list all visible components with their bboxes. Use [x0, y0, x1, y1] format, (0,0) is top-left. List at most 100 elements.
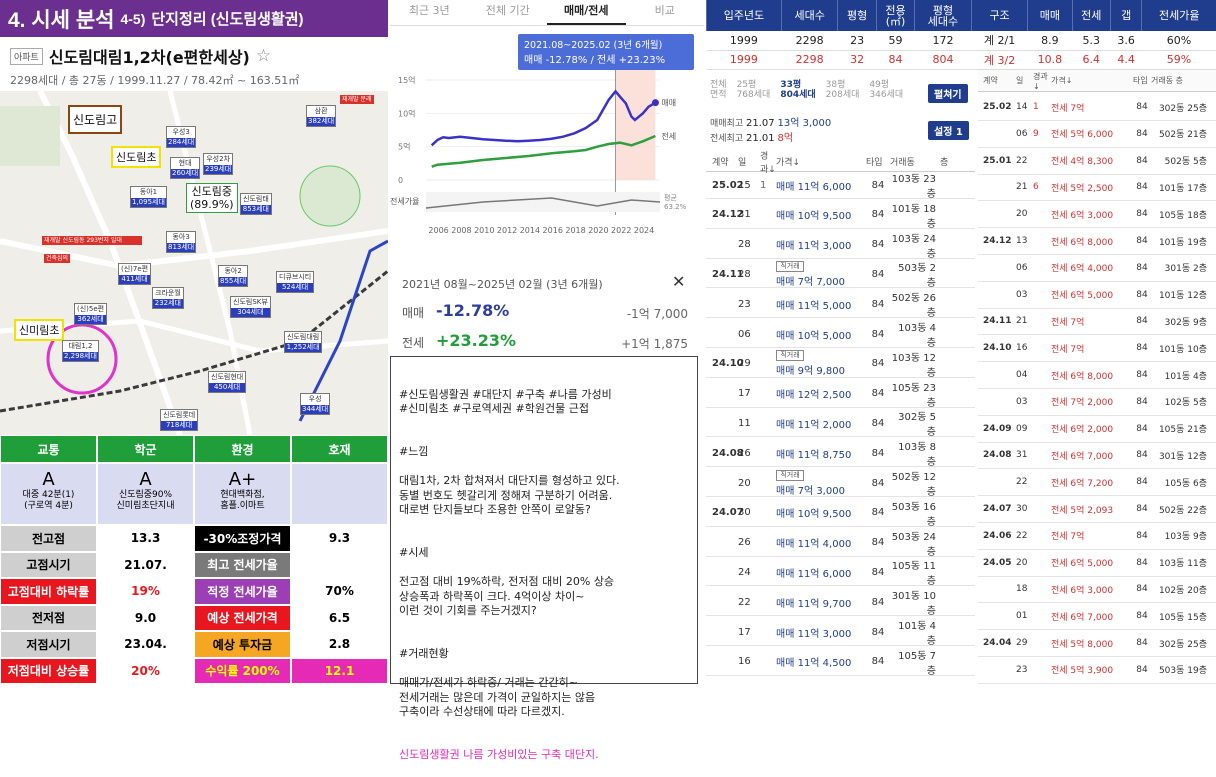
price-value: 전세 6억 3,000	[1051, 583, 1133, 596]
complex-name: 현대	[179, 159, 192, 167]
column-header[interactable]: 계약	[978, 75, 1016, 86]
column-header[interactable]: 가격↓	[1051, 75, 1133, 86]
column-header[interactable]: 계약	[706, 155, 738, 168]
settings-button[interactable]: 설정 1	[928, 121, 969, 140]
unit-type: 84	[1133, 397, 1151, 407]
column-header[interactable]: 가격↓	[776, 155, 866, 168]
column-header[interactable]: 경과↓	[1033, 71, 1051, 91]
sale-high-value: 13억 3,000	[778, 118, 832, 129]
price-value: 매매 11억 6,000	[776, 569, 851, 580]
expand-button[interactable]: 펼쳐기	[928, 84, 968, 103]
complex-units: 853세대	[241, 205, 271, 214]
tab-all-period[interactable]: 전체 기간	[469, 0, 548, 25]
column-header[interactable]: 층	[940, 155, 975, 168]
column-header[interactable]: 타입	[866, 155, 890, 168]
column-header[interactable]: 거래동 층	[1151, 75, 1216, 86]
price-value: 전세 6억 5,000	[1051, 556, 1133, 569]
tab-compare[interactable]: 비교	[626, 0, 705, 25]
building-floor: 502동 22층	[1151, 503, 1211, 516]
favorite-star-icon[interactable]: ☆	[256, 46, 271, 66]
price-cell: 매매 11억 3,000	[776, 237, 866, 252]
column-header[interactable]: 타입	[1133, 75, 1151, 86]
complex-name: 신도림롯데	[163, 411, 195, 419]
table-cell: 2298	[781, 31, 838, 50]
column-header[interactable]: 일	[738, 155, 760, 168]
close-icon[interactable]: ✕	[672, 272, 685, 291]
unit-type: 84	[866, 299, 890, 310]
tab-sale-jeonse[interactable]: 매매/전세	[547, 0, 626, 25]
column-header[interactable]: 경과↓	[760, 149, 776, 175]
contract-day: 03	[1016, 290, 1033, 300]
tab-recent-3y[interactable]: 최근 3년	[390, 0, 469, 25]
column-header: 평형	[838, 0, 876, 31]
score-value: 70%	[291, 578, 388, 605]
column-header[interactable]: 일	[1016, 75, 1033, 86]
column-header[interactable]: 거래동	[890, 155, 940, 168]
